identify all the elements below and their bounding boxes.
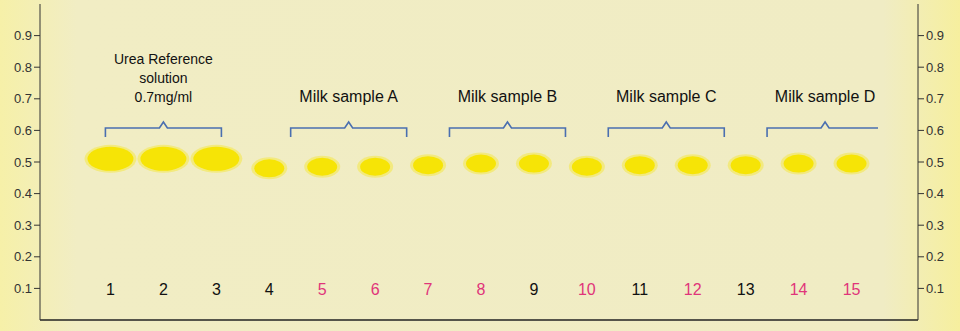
svg-text:Milk sample A: Milk sample A <box>299 88 398 105</box>
svg-text:8: 8 <box>477 281 486 298</box>
svg-text:6: 6 <box>371 281 380 298</box>
svg-text:7: 7 <box>424 281 433 298</box>
svg-text:solution: solution <box>139 70 187 86</box>
svg-text:Milk sample D: Milk sample D <box>775 88 875 105</box>
svg-text:13: 13 <box>737 281 755 298</box>
svg-text:12: 12 <box>684 281 702 298</box>
svg-text:1: 1 <box>106 281 115 298</box>
svg-text:0.1: 0.1 <box>14 281 32 296</box>
svg-text:4: 4 <box>265 281 274 298</box>
svg-text:0.6: 0.6 <box>14 123 32 138</box>
svg-text:0.4: 0.4 <box>926 186 944 201</box>
svg-text:14: 14 <box>790 281 808 298</box>
svg-text:Milk sample B: Milk sample B <box>458 88 558 105</box>
svg-text:Urea Reference: Urea Reference <box>114 51 213 67</box>
svg-text:0.7mg/ml: 0.7mg/ml <box>135 89 193 105</box>
svg-text:0.7: 0.7 <box>14 91 32 106</box>
svg-text:0.2: 0.2 <box>14 249 32 264</box>
svg-text:9: 9 <box>529 281 538 298</box>
svg-text:0.2: 0.2 <box>926 249 944 264</box>
svg-text:0.1: 0.1 <box>926 281 944 296</box>
svg-text:0.8: 0.8 <box>926 60 944 75</box>
svg-text:10: 10 <box>578 281 596 298</box>
svg-text:15: 15 <box>843 281 861 298</box>
svg-text:3: 3 <box>212 281 221 298</box>
svg-text:2: 2 <box>159 281 168 298</box>
svg-text:0.3: 0.3 <box>926 218 944 233</box>
svg-text:11: 11 <box>631 281 648 298</box>
svg-text:0.6: 0.6 <box>926 123 944 138</box>
svg-text:5: 5 <box>318 281 327 298</box>
svg-text:0.7: 0.7 <box>926 91 944 106</box>
svg-text:0.5: 0.5 <box>14 155 32 170</box>
svg-text:0.3: 0.3 <box>14 218 32 233</box>
svg-text:0.8: 0.8 <box>14 60 32 75</box>
svg-text:0.9: 0.9 <box>926 28 944 43</box>
svg-text:0.4: 0.4 <box>14 186 32 201</box>
svg-text:0.5: 0.5 <box>926 155 944 170</box>
svg-text:Milk sample C: Milk sample C <box>616 88 716 105</box>
svg-text:0.9: 0.9 <box>14 28 32 43</box>
